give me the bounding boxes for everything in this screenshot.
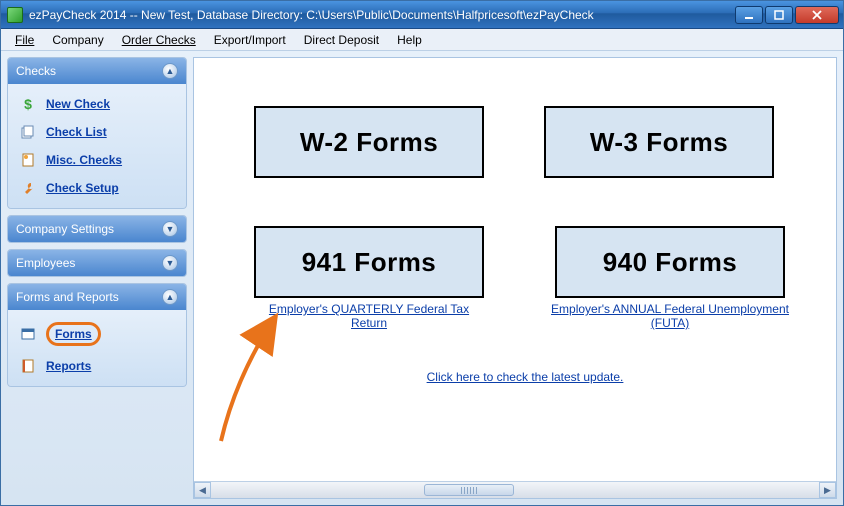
window-title: ezPayCheck 2014 -- New Test, Database Di… <box>29 8 735 22</box>
chevron-down-icon: ▼ <box>162 221 178 237</box>
doc-stack-icon <box>20 124 36 140</box>
sidebar-item-misc-checks[interactable]: Misc. Checks <box>12 146 182 174</box>
caption-941[interactable]: Employer's QUARTERLY Federal Tax Return <box>254 302 484 330</box>
caption-940[interactable]: Employer's ANNUAL Federal Unemployment (… <box>544 302 796 330</box>
report-icon <box>20 358 36 374</box>
menu-order-checks[interactable]: Order Checks <box>114 31 204 49</box>
panel-header-employees[interactable]: Employees ▼ <box>8 250 186 276</box>
titlebar: ezPayCheck 2014 -- New Test, Database Di… <box>1 1 843 29</box>
panel-title-forms: Forms and Reports <box>16 290 119 304</box>
nav-label: Reports <box>46 359 91 373</box>
nav-label: Check List <box>46 125 107 139</box>
sidebar-item-check-setup[interactable]: Check Setup <box>12 174 182 202</box>
panel-header-checks[interactable]: Checks ▲ <box>8 58 186 84</box>
scroll-thumb[interactable] <box>424 484 514 496</box>
menu-file[interactable]: File <box>7 31 42 49</box>
grip-icon <box>461 487 477 494</box>
tile-col: W-2 Forms <box>254 106 484 178</box>
maximize-icon <box>774 10 784 20</box>
tile-941-forms[interactable]: 941 Forms <box>254 226 484 298</box>
tile-col: 940 Forms Employer's ANNUAL Federal Unem… <box>544 226 796 330</box>
menu-company[interactable]: Company <box>44 31 111 49</box>
tile-row-1: W-2 Forms W-3 Forms <box>254 106 796 178</box>
panel-title-employees: Employees <box>16 256 75 270</box>
menubar: File Company Order Checks Export/Import … <box>1 29 843 51</box>
panel-title-company: Company Settings <box>16 222 114 236</box>
nav-label: New Check <box>46 97 110 111</box>
chevron-down-icon: ▼ <box>162 255 178 271</box>
panel-title-checks: Checks <box>16 64 56 78</box>
wrench-icon <box>20 180 36 196</box>
tile-col: W-3 Forms <box>544 106 774 178</box>
panel-header-company[interactable]: Company Settings ▼ <box>8 216 186 242</box>
app-window: ezPayCheck 2014 -- New Test, Database Di… <box>0 0 844 506</box>
menu-direct-deposit[interactable]: Direct Deposit <box>296 31 387 49</box>
tile-w2-forms[interactable]: W-2 Forms <box>254 106 484 178</box>
panel-body-forms: Forms Reports <box>8 310 186 386</box>
menu-export-import[interactable]: Export/Import <box>206 31 294 49</box>
sidebar-item-new-check[interactable]: $ New Check <box>12 90 182 118</box>
chevron-up-icon: ▲ <box>162 63 178 79</box>
minimize-icon <box>744 10 754 20</box>
minimize-button[interactable] <box>735 6 763 24</box>
panel-body-checks: $ New Check Check List Misc. Checks <box>8 84 186 208</box>
client-area: Checks ▲ $ New Check Check List <box>1 51 843 505</box>
sidebar-item-check-list[interactable]: Check List <box>12 118 182 146</box>
nav-label: Misc. Checks <box>46 153 122 167</box>
sidebar-item-reports[interactable]: Reports <box>12 352 182 380</box>
forms-area: W-2 Forms W-3 Forms 941 Forms Employer's… <box>194 58 836 498</box>
panel-forms-reports: Forms and Reports ▲ Forms Reports <box>7 283 187 387</box>
horizontal-scrollbar: ◀ ▶ <box>194 481 836 498</box>
close-icon <box>811 10 823 20</box>
sidebar: Checks ▲ $ New Check Check List <box>7 57 187 499</box>
panel-header-forms[interactable]: Forms and Reports ▲ <box>8 284 186 310</box>
chevron-up-icon: ▲ <box>162 289 178 305</box>
scroll-right-button[interactable]: ▶ <box>819 482 836 498</box>
tile-940-forms[interactable]: 940 Forms <box>555 226 785 298</box>
panel-company-settings: Company Settings ▼ <box>7 215 187 243</box>
app-icon <box>7 7 23 23</box>
maximize-button[interactable] <box>765 6 793 24</box>
menu-help[interactable]: Help <box>389 31 430 49</box>
nav-label: Check Setup <box>46 181 119 195</box>
close-button[interactable] <box>795 6 839 24</box>
tile-col: 941 Forms Employer's QUARTERLY Federal T… <box>254 226 484 330</box>
update-link[interactable]: Click here to check the latest update. <box>254 370 796 384</box>
main-content: W-2 Forms W-3 Forms 941 Forms Employer's… <box>193 57 837 499</box>
page-icon <box>20 152 36 168</box>
panel-checks: Checks ▲ $ New Check Check List <box>7 57 187 209</box>
tile-w3-forms[interactable]: W-3 Forms <box>544 106 774 178</box>
scroll-left-button[interactable]: ◀ <box>194 482 211 498</box>
window-icon <box>20 326 36 342</box>
window-controls <box>735 6 839 24</box>
tile-row-2: 941 Forms Employer's QUARTERLY Federal T… <box>254 226 796 330</box>
sidebar-item-forms[interactable]: Forms <box>12 316 182 352</box>
panel-employees: Employees ▼ <box>7 249 187 277</box>
dollar-icon: $ <box>20 96 36 112</box>
scroll-track[interactable] <box>211 482 819 498</box>
nav-label: Forms <box>46 322 101 346</box>
